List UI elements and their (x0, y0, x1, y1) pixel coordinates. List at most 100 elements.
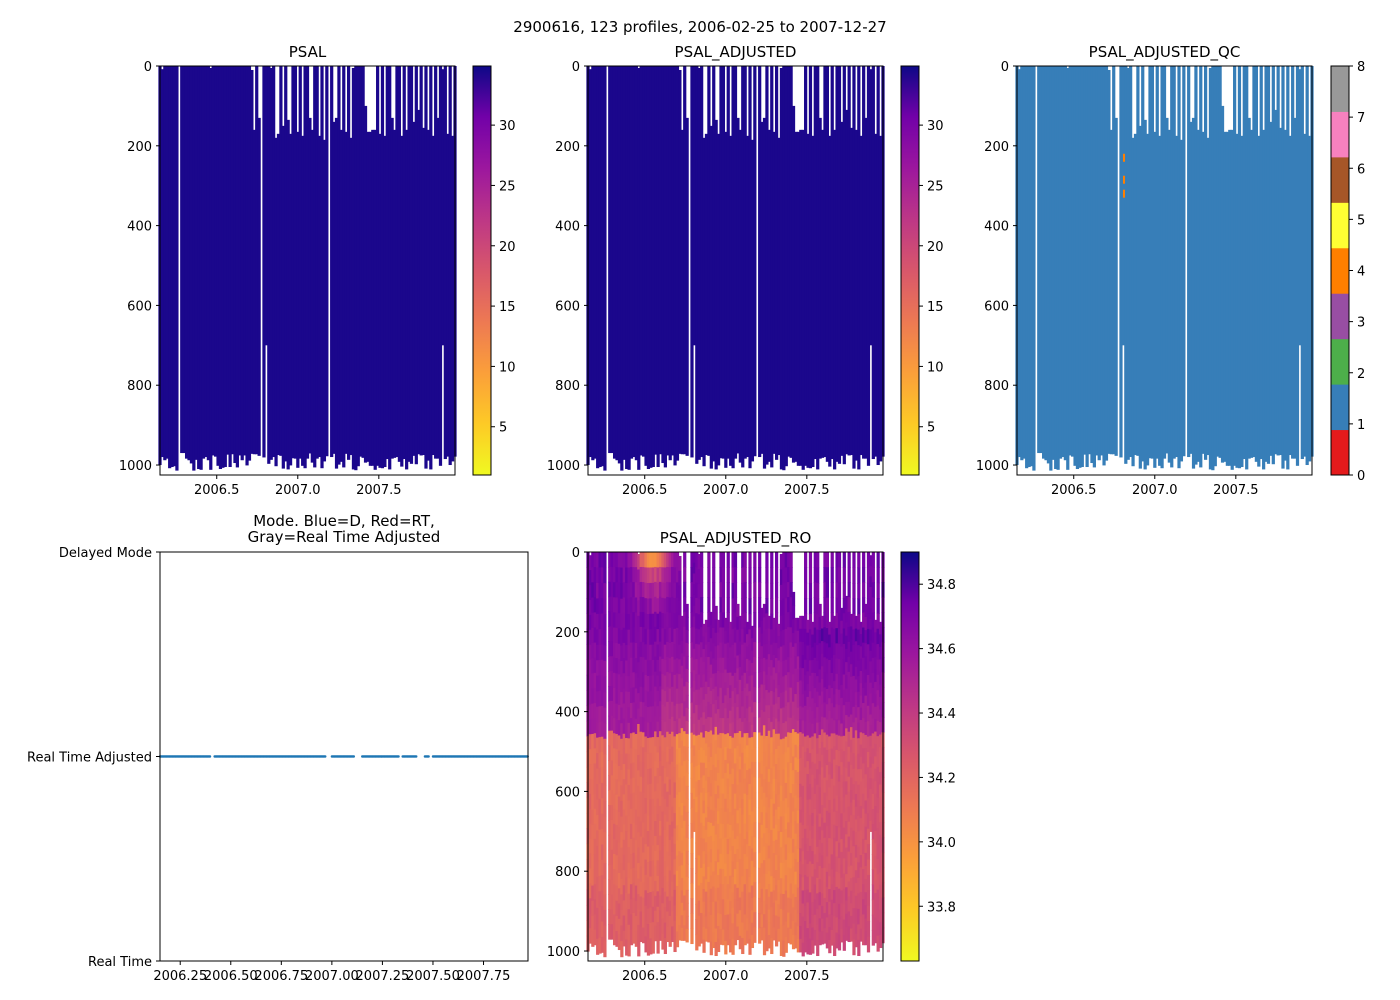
heatmap-cell (663, 598, 667, 615)
heatmap-cell (692, 713, 697, 725)
heatmap-cell (794, 808, 798, 822)
heatmap-cell (714, 847, 718, 862)
heatmap-cell (760, 697, 764, 711)
heatmap-cell (801, 916, 805, 931)
heatmap-cell (762, 603, 767, 618)
y-tick-label-psal_adj: 0 (572, 60, 580, 75)
heatmap-cell (864, 721, 868, 736)
heatmap-column (637, 67, 641, 470)
heatmap-cell (796, 682, 800, 696)
colorbar-segment-psal_qc (1331, 111, 1349, 158)
heatmap-column (1083, 66, 1087, 455)
heatmap-cell (774, 552, 779, 568)
heatmap-column (784, 66, 788, 467)
heatmap-cell (818, 695, 822, 710)
heatmap-cell (869, 810, 873, 822)
heatmap-cell (615, 824, 619, 841)
heatmap-cell (593, 914, 597, 931)
heatmap-cell (644, 767, 648, 784)
heatmap-cell (610, 894, 614, 910)
heatmap-cell (748, 845, 752, 862)
heatmap-cell (816, 893, 820, 910)
heatmap-cell (762, 846, 767, 861)
heatmap-cell (625, 583, 629, 600)
heatmap-cell (777, 697, 781, 710)
heatmap-cell (808, 552, 813, 569)
heatmap-column (1087, 66, 1092, 455)
heatmap-cell (671, 596, 675, 613)
heatmap-cell (629, 642, 634, 659)
heatmap-cell (719, 898, 723, 915)
heatmap-cell (794, 744, 798, 759)
heatmap-cell (736, 797, 740, 811)
heatmap-cell (690, 627, 694, 643)
heatmap-cell (612, 929, 617, 946)
heatmap-cell (661, 811, 665, 828)
heatmap-cell (673, 690, 677, 707)
heatmap-column (250, 69, 254, 454)
heatmap-column (371, 129, 375, 466)
colorbar-psal (472, 65, 492, 476)
heatmap-cell (743, 552, 747, 568)
heatmap-cell (871, 763, 875, 780)
heatmap-cell (874, 930, 878, 944)
heatmap-cell (617, 597, 622, 614)
heatmap-cell (791, 921, 796, 936)
colorbar-tick-label-psal_qc: 0 (1357, 469, 1365, 484)
heatmap-cell (847, 821, 851, 838)
heatmap-cell (806, 671, 810, 685)
heatmap-cell (825, 567, 829, 584)
heatmap-cell (700, 687, 704, 704)
heatmap-cell (596, 799, 600, 816)
heatmap-cell (791, 893, 796, 909)
heatmap-cell (806, 902, 810, 916)
heatmap-cell (779, 569, 784, 586)
heatmap-column (214, 66, 218, 457)
heatmap-cell (808, 660, 813, 677)
heatmap-cell (777, 855, 781, 869)
heatmap-cell (724, 785, 728, 800)
heatmap-cell (774, 612, 779, 629)
heatmap-cell (813, 567, 817, 583)
heatmap-cell (750, 662, 755, 676)
colorbar-tick-label-psal_adj: 5 (927, 421, 935, 436)
heatmap-cell (808, 938, 813, 955)
heatmap-column (719, 66, 723, 459)
heatmap-cell (750, 737, 755, 751)
heatmap-cell (632, 852, 636, 869)
heatmap-cell (816, 691, 820, 708)
heatmap-cell (765, 552, 769, 568)
heatmap-cell (808, 830, 813, 847)
heatmap-cell (772, 915, 776, 929)
heatmap-cell (808, 784, 813, 801)
heatmap-cell (600, 798, 605, 815)
heatmap-cell (612, 838, 617, 855)
heatmap-cell (588, 674, 593, 691)
heatmap-cell (591, 673, 595, 690)
y-tick-label-psal_adj: 800 (555, 379, 580, 394)
heatmap-cell (651, 829, 655, 846)
heatmap-column (301, 135, 305, 466)
heatmap-cell (678, 688, 682, 705)
heatmap-cell (837, 888, 842, 905)
heatmap-cell (864, 761, 868, 775)
heatmap-cell (866, 844, 871, 861)
heatmap-cell (736, 681, 740, 695)
heatmap-cell (864, 734, 868, 749)
heatmap-cell (862, 733, 866, 749)
heatmap-cell (668, 642, 672, 659)
colorbar-tick-label-psal: 15 (499, 300, 516, 315)
heatmap-cell (801, 785, 805, 800)
heatmap-cell (612, 793, 617, 810)
heatmap-cell (702, 724, 706, 739)
heatmap-cell (762, 711, 767, 726)
heatmap-cell (629, 657, 634, 674)
heatmap-cell (714, 834, 718, 849)
heatmap-cell (724, 850, 728, 864)
heatmap-cell (704, 632, 709, 646)
heatmap-cell (707, 566, 711, 583)
heatmap-cell (719, 763, 723, 779)
heatmap-cell (758, 928, 762, 944)
heatmap-cell (632, 747, 636, 764)
heatmap-cell (692, 766, 697, 779)
